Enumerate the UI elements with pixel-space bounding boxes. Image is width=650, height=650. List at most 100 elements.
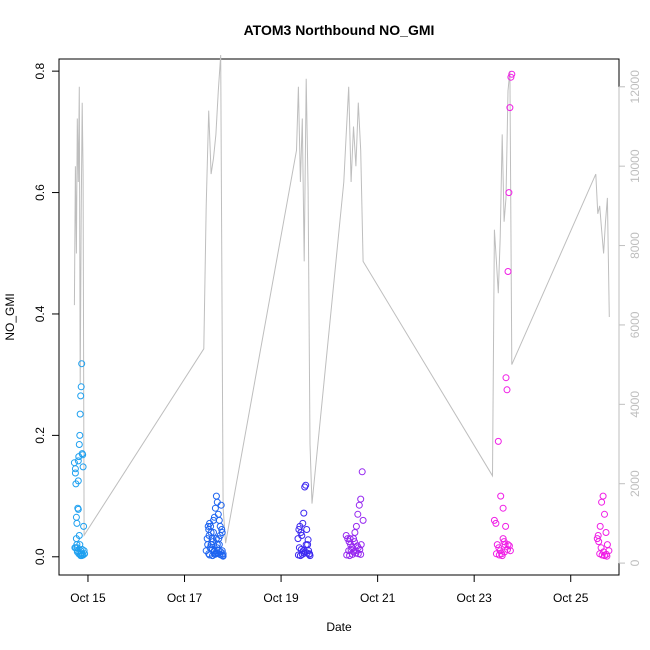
data-point: [504, 546, 511, 553]
data-point: [357, 541, 365, 549]
data-point: [72, 513, 80, 521]
y-tick-label: 0.8: [33, 62, 47, 79]
data-point: [598, 498, 606, 506]
y-axis-left: 0.0 0.2 0.4 0.6 0.8: [33, 62, 60, 565]
data-point: [212, 535, 220, 543]
data-point: [599, 492, 607, 500]
x-axis-label: Date: [326, 620, 352, 634]
data-point: [218, 526, 226, 533]
data-point: [504, 268, 512, 275]
data-point: [300, 509, 308, 517]
data-point: [498, 552, 506, 560]
data-point: [494, 437, 502, 445]
data-point: [79, 463, 87, 471]
secondary-line: [73, 54, 610, 544]
x-tick-label: Oct 21: [360, 591, 396, 605]
data-point: [79, 451, 87, 459]
data-point: [306, 552, 314, 560]
y2-tick-label: 10000: [628, 149, 642, 183]
data-point: [499, 504, 507, 512]
data-point: [356, 546, 364, 553]
data-point: [211, 504, 219, 512]
data-point: [71, 465, 79, 473]
data-point: [73, 519, 81, 527]
data-point: [351, 529, 359, 536]
data-point: [505, 189, 513, 197]
data-point: [74, 477, 82, 485]
data-point: [76, 410, 84, 418]
data-point: [603, 541, 611, 549]
data-point: [502, 374, 510, 382]
data-point: [215, 541, 223, 549]
y2-tick-label: 12000: [628, 70, 642, 104]
data-point: [217, 501, 225, 509]
data-point: [354, 510, 362, 518]
data-point: [71, 469, 79, 477]
y-tick-label: 0.2: [33, 427, 47, 444]
data-point: [294, 535, 302, 543]
data-point: [298, 532, 306, 539]
x-tick-label: Oct 23: [456, 591, 492, 605]
data-point: [74, 457, 82, 465]
data-point: [359, 516, 367, 524]
data-point: [77, 549, 85, 557]
data-point: [77, 552, 85, 560]
y-tick-label: 0.4: [33, 305, 47, 322]
plot-frame: [58, 58, 620, 576]
y-axis-label: NO_GMI: [3, 293, 17, 340]
chart-title: ATOM3 Northbound NO_GMI: [244, 22, 435, 38]
data-point: [219, 552, 227, 560]
y2-tick-label: 4000: [628, 391, 642, 418]
x-tick-label: Oct 25: [553, 591, 589, 605]
data-point: [299, 519, 307, 527]
data-point: [352, 522, 360, 530]
data-point: [77, 383, 85, 391]
data-point: [78, 360, 86, 368]
data-point: [305, 550, 313, 558]
y2-tick-label: 0: [628, 559, 642, 566]
data-point: [76, 431, 84, 439]
data-point: [207, 541, 215, 549]
data-point: [504, 541, 512, 549]
data-point: [358, 468, 366, 476]
x-axis: Oct 15 Oct 17 Oct 19 Oct 21 Oct 23 Oct 25: [70, 574, 589, 605]
data-point: [215, 516, 223, 524]
data-point: [80, 522, 88, 530]
points-layer: [70, 70, 613, 560]
data-point: [507, 73, 515, 81]
data-point: [594, 532, 602, 539]
data-point: [74, 505, 82, 513]
data-point: [297, 529, 305, 536]
data-point: [357, 495, 365, 503]
data-point: [72, 535, 80, 543]
data-point: [75, 441, 83, 448]
data-point: [502, 522, 510, 530]
y-tick-label: 0.0: [33, 548, 47, 565]
x-tick-label: Oct 15: [70, 591, 106, 605]
data-point: [303, 526, 311, 533]
data-point: [76, 541, 84, 549]
y2-tick-label: 6000: [628, 311, 642, 338]
data-point: [596, 522, 604, 530]
data-point: [298, 550, 306, 558]
y-axis-right: 0 2000 4000 6000 8000 10000 12000: [618, 70, 642, 566]
data-point: [499, 535, 507, 543]
data-point: [300, 549, 308, 557]
data-point: [212, 492, 220, 500]
data-point: [602, 529, 610, 536]
y-tick-label: 0.6: [33, 184, 47, 201]
secondary-series: [73, 54, 610, 544]
data-point: [492, 519, 500, 527]
y2-tick-label: 8000: [628, 232, 642, 259]
data-point: [77, 392, 85, 400]
data-point: [302, 541, 310, 549]
data-point: [210, 529, 217, 536]
x-tick-label: Oct 17: [167, 591, 203, 605]
data-point: [206, 551, 214, 559]
data-point: [505, 542, 513, 550]
y2-tick-label: 2000: [628, 470, 642, 497]
data-point: [204, 522, 212, 530]
data-point: [357, 550, 365, 558]
data-point: [601, 510, 608, 518]
